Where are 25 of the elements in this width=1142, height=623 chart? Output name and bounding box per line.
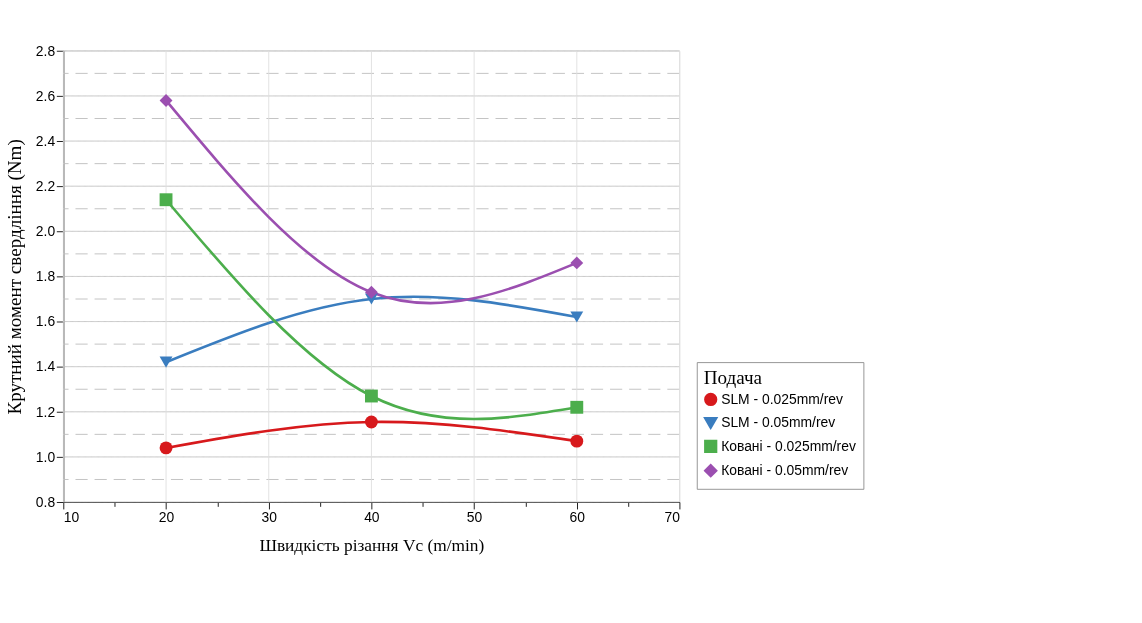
- x-tick-label: 10: [63, 509, 80, 526]
- y-tick-label: 2.6: [35, 87, 56, 104]
- y-axis-title: Крутний момент свердління (Nm): [4, 139, 27, 415]
- x-axis-title: Швидкість різання Vc (m/min): [259, 536, 485, 556]
- y-tick-label: 1.0: [35, 448, 56, 465]
- x-tick-label: 30: [261, 509, 278, 526]
- y-tick-label: 2.2: [35, 177, 56, 194]
- legend-label: Ковані - 0.025mm/rev: [721, 437, 856, 454]
- x-tick-label: 40: [364, 509, 380, 526]
- x-tick-label: 20: [158, 509, 175, 526]
- y-tick-label: 1.8: [35, 268, 56, 285]
- y-tick-label: 2.8: [35, 42, 56, 59]
- y-tick-label: 1.2: [35, 403, 56, 420]
- y-tick-label: 2.0: [35, 223, 56, 240]
- x-tick-label: 70: [664, 509, 681, 526]
- legend-label: Ковані - 0.05mm/rev: [721, 461, 849, 478]
- y-tick-label: 2.4: [35, 132, 56, 149]
- legend-title: Подача: [703, 366, 763, 388]
- legend-label: SLM - 0.05mm/rev: [721, 414, 836, 431]
- x-tick-label: 50: [466, 509, 483, 526]
- y-tick-label: 0.8: [35, 493, 56, 510]
- legend-label: SLM - 0.025mm/rev: [721, 390, 844, 407]
- y-tick-label: 1.4: [35, 358, 56, 375]
- y-tick-label: 1.6: [35, 313, 56, 330]
- x-tick-label: 60: [569, 509, 586, 526]
